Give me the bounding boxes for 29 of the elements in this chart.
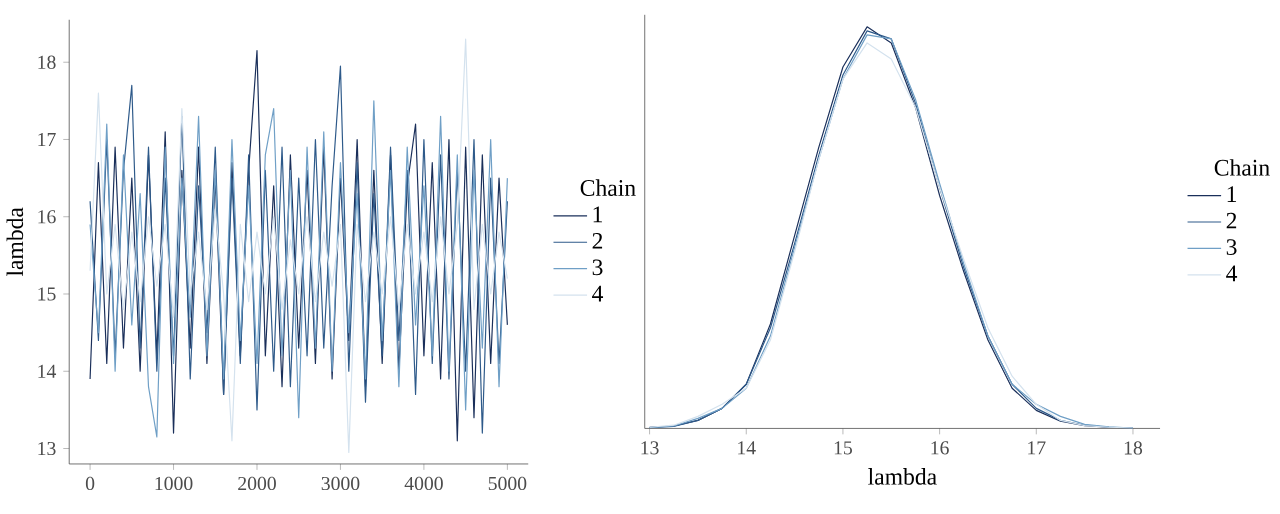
y-tick-label: 15 <box>38 287 56 301</box>
legend-title: Chain <box>580 179 636 196</box>
legend-title: Chain <box>1214 158 1270 176</box>
y-tick-label: 18 <box>38 55 56 69</box>
x-tick-label: 1000 <box>155 476 193 490</box>
legend-label: 2 <box>592 232 603 249</box>
legend-label: 3 <box>1226 239 1237 255</box>
x-tick-label: 3000 <box>321 476 360 490</box>
y-tick-label: 17 <box>38 132 56 146</box>
legend-label: 3 <box>592 259 603 276</box>
y-tick-label: 16 <box>38 209 56 224</box>
x-tick-label: 2000 <box>238 476 276 490</box>
x-tick-label: 17 <box>1028 441 1046 455</box>
x-tick-label: 0 <box>85 476 95 490</box>
legend-label: 1 <box>593 206 602 222</box>
x-tick-label: 5000 <box>488 476 527 490</box>
x-tick-label: 4000 <box>404 476 443 490</box>
x-tick-label: 18 <box>1124 441 1143 455</box>
legend-label: 4 <box>1226 265 1238 281</box>
y-tick-label: 14 <box>38 364 57 378</box>
legend-label: 1 <box>1227 186 1237 202</box>
legend-label: 4 <box>592 285 604 302</box>
legend-label: 2 <box>1226 212 1237 229</box>
x-axis-title: lambda <box>868 467 937 485</box>
x-tick-label: 14 <box>738 441 756 455</box>
y-axis-title: lambda <box>6 207 24 276</box>
x-tick-label: 16 <box>931 441 949 455</box>
x-tick-label: 15 <box>834 441 852 455</box>
x-tick-label: 13 <box>641 441 659 455</box>
